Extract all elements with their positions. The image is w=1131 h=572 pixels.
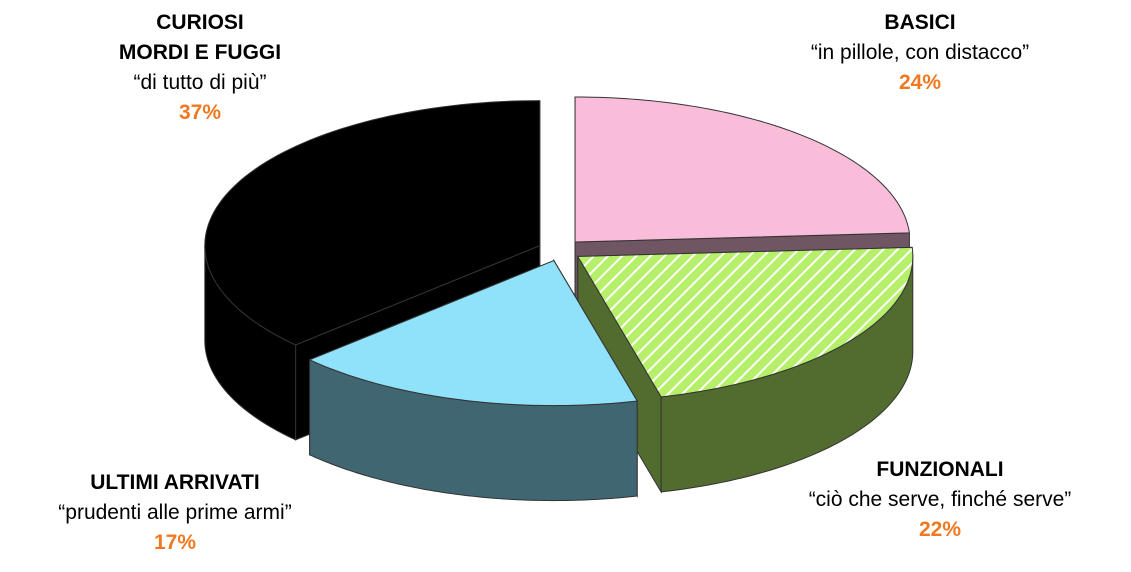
description: “prudenti alle prime armi” [58, 501, 292, 524]
value-label: 24% [898, 71, 942, 94]
slice [576, 246, 914, 398]
category-name: FUNZIONALI [876, 458, 1004, 481]
value-label: 22% [918, 518, 962, 541]
value-label: 17% [153, 531, 197, 554]
description: “ciò che serve, finché serve” [808, 488, 1072, 511]
category-name: CURIOSI MORDI E FUGGI [118, 11, 282, 64]
label: ULTIMI ARRIVATI “prudenti alle prime arm… [0, 468, 350, 558]
slice [308, 259, 638, 407]
label: CURIOSI MORDI E FUGGI “di tutto di più” … [50, 8, 350, 128]
category-name: BASICI [884, 11, 956, 34]
label: FUNZIONALI “ciò che serve, finché serve”… [740, 455, 1131, 545]
category-name: ULTIMI ARRIVATI [90, 471, 260, 494]
description: “di tutto di più” [133, 71, 267, 94]
description: “in pillole, con distacco” [810, 41, 1030, 64]
value-label: 37% [178, 101, 222, 124]
slice [574, 96, 910, 243]
slice [204, 100, 541, 346]
label: BASICI “in pillole, con distacco” 24% [720, 8, 1120, 98]
